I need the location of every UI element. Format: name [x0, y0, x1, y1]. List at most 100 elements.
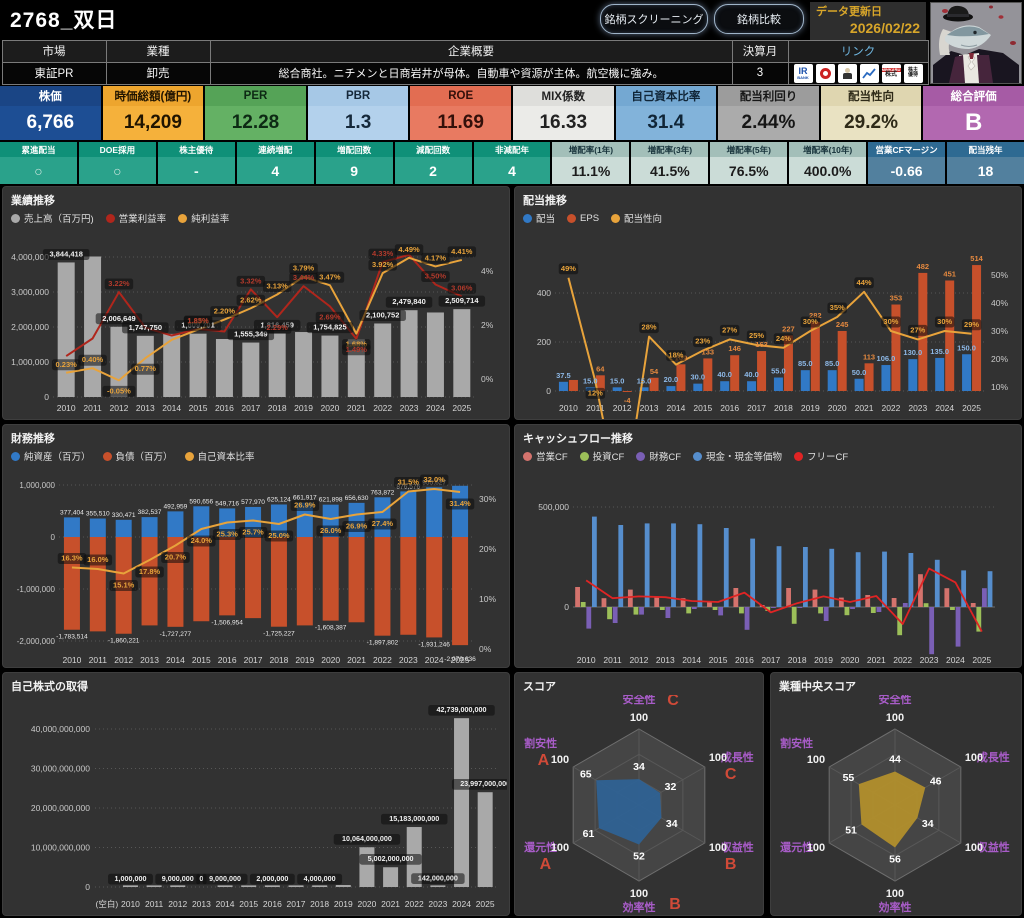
- net-assets-bar[interactable]: [452, 485, 469, 537]
- investing-cf-bar[interactable]: [791, 607, 797, 624]
- treasury-bar[interactable]: [217, 885, 233, 887]
- investing-cf-bar[interactable]: [633, 607, 639, 615]
- eps-bar[interactable]: [837, 330, 847, 391]
- financing-cf-bar[interactable]: [929, 607, 935, 655]
- financing-cf-bar[interactable]: [612, 607, 618, 623]
- liabilities-bar[interactable]: [452, 537, 469, 646]
- eps-bar[interactable]: [810, 321, 820, 391]
- president-link-icon[interactable]: [837, 63, 857, 83]
- treasury-bar[interactable]: [335, 885, 351, 887]
- liabilities-bar[interactable]: [296, 537, 313, 626]
- sales-bar[interactable]: [321, 335, 339, 397]
- dividend-bar[interactable]: [666, 386, 676, 391]
- liabilities-bar[interactable]: [270, 537, 287, 627]
- operating-cf-bar[interactable]: [733, 588, 739, 607]
- dividend-bar[interactable]: [962, 354, 972, 391]
- investing-cf-bar[interactable]: [712, 607, 718, 610]
- dividend-bar[interactable]: [747, 381, 757, 391]
- eps-bar[interactable]: [757, 351, 767, 391]
- treasury-bar[interactable]: [383, 867, 399, 887]
- treasury-bar[interactable]: [170, 885, 186, 887]
- compare-button[interactable]: 銘柄比較: [714, 4, 804, 34]
- dividend-bar[interactable]: [558, 381, 568, 391]
- liabilities-bar[interactable]: [167, 537, 184, 627]
- radar-data-polygon[interactable]: [596, 779, 662, 845]
- liabilities-bar[interactable]: [348, 537, 365, 623]
- treasury-bar[interactable]: [477, 792, 493, 887]
- treasury-bar[interactable]: [241, 885, 257, 887]
- sales-bar[interactable]: [295, 332, 313, 397]
- net-assets-bar[interactable]: [167, 511, 184, 537]
- cash-cf-bar[interactable]: [750, 538, 756, 607]
- eps-bar[interactable]: [649, 377, 659, 391]
- treasury-bar[interactable]: [122, 885, 138, 887]
- treasury-bar[interactable]: [312, 885, 328, 887]
- financing-cf-bar[interactable]: [876, 607, 882, 612]
- investing-cf-bar[interactable]: [580, 602, 586, 607]
- dividend-bar[interactable]: [720, 381, 730, 391]
- chart-performance[interactable]: 0 1,000,000 2,000,000 3,000,000 4,000,000 0% 2…: [3, 227, 507, 419]
- financing-cf-bar[interactable]: [586, 607, 592, 629]
- legend-item[interactable]: 売上高（百万円): [11, 211, 94, 225]
- legend-item[interactable]: 配当: [523, 211, 555, 225]
- sales-bar[interactable]: [57, 262, 75, 397]
- net-assets-bar[interactable]: [193, 506, 210, 537]
- legend-item[interactable]: 自己資本比率: [184, 449, 255, 463]
- cash-cf-bar[interactable]: [776, 546, 782, 607]
- legend-item[interactable]: 財務CF: [636, 449, 681, 463]
- sales-bar[interactable]: [453, 309, 471, 397]
- investing-cf-bar[interactable]: [923, 603, 929, 607]
- cash-cf-bar[interactable]: [802, 547, 808, 607]
- legend-item[interactable]: 営業利益率: [105, 211, 166, 225]
- stock-chart-link-icon[interactable]: [859, 63, 879, 83]
- operating-cf-bar[interactable]: [918, 574, 923, 607]
- net-assets-bar[interactable]: [296, 502, 313, 537]
- eps-bar[interactable]: [783, 335, 793, 391]
- cash-cf-bar[interactable]: [908, 553, 914, 607]
- cash-cf-bar[interactable]: [644, 523, 650, 607]
- treasury-bar[interactable]: [430, 885, 446, 887]
- chart-score-radar[interactable]: 安全性100C34成長性100C32収益性100B34効率性100B52還元性1…: [515, 695, 761, 915]
- cash-cf-bar[interactable]: [882, 551, 887, 607]
- ir-bank-link-icon[interactable]: IR BANK: [793, 63, 813, 83]
- sales-bar[interactable]: [189, 333, 207, 397]
- investing-cf-bar[interactable]: [686, 607, 692, 614]
- treasury-bar[interactable]: [454, 718, 470, 887]
- investing-cf-bar[interactable]: [950, 607, 955, 610]
- investing-cf-bar[interactable]: [765, 607, 771, 611]
- dividend-bar[interactable]: [639, 387, 649, 391]
- sales-bar[interactable]: [268, 333, 286, 397]
- chart-cashflow[interactable]: 500,000 0 2010 2011 2012 2013 2014 2015 2016 2017…: [515, 465, 1019, 667]
- legend-item[interactable]: 営業CF: [523, 449, 568, 463]
- legend-item[interactable]: フリーCF: [794, 449, 848, 463]
- cash-cf-bar[interactable]: [591, 516, 597, 607]
- eps-bar[interactable]: [864, 363, 874, 391]
- liabilities-bar[interactable]: [63, 537, 80, 630]
- operating-cf-bar[interactable]: [865, 595, 871, 607]
- cash-cf-bar[interactable]: [829, 548, 835, 607]
- investing-cf-bar[interactable]: [607, 607, 612, 620]
- operating-cf-bar[interactable]: [838, 597, 844, 607]
- investing-cf-bar[interactable]: [739, 607, 744, 614]
- dividend-bar[interactable]: [908, 359, 918, 391]
- chart-balance[interactable]: 1,000,000 0 -1,000,000 -2,000,000 0% 10% 20% 30…: [3, 465, 507, 667]
- treasury-bar[interactable]: [359, 847, 375, 887]
- sales-bar[interactable]: [242, 342, 260, 397]
- financing-cf-bar[interactable]: [902, 603, 908, 607]
- cash-cf-bar[interactable]: [961, 570, 967, 607]
- net-assets-bar[interactable]: [63, 517, 80, 537]
- financing-cf-bar[interactable]: [718, 607, 724, 616]
- liabilities-bar[interactable]: [400, 537, 417, 635]
- legend-item[interactable]: 配当性向: [611, 211, 662, 225]
- sales-bar[interactable]: [374, 323, 392, 397]
- investing-cf-bar[interactable]: [818, 607, 823, 614]
- cash-cf-bar[interactable]: [987, 571, 993, 607]
- eps-bar[interactable]: [676, 364, 686, 391]
- operating-cf-bar[interactable]: [627, 589, 633, 607]
- financing-cf-bar[interactable]: [744, 607, 750, 630]
- investing-cf-bar[interactable]: [659, 607, 665, 610]
- financing-cf-bar[interactable]: [797, 607, 803, 608]
- operating-cf-bar[interactable]: [654, 596, 660, 607]
- chart-dividend[interactable]: 0 200 400 10% 20% 30% 40% 50% 2010 2011 2012 2013 20…: [515, 227, 1019, 419]
- equity-ratio-line[interactable]: [71, 488, 461, 575]
